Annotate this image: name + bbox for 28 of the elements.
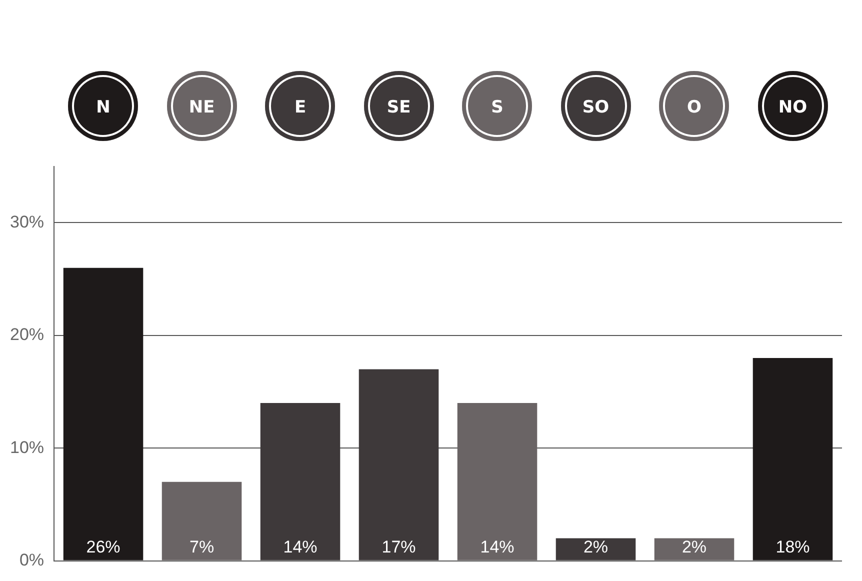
bar: [260, 403, 340, 560]
x-tick-label: S: [491, 98, 504, 118]
data-label: 2%: [583, 537, 608, 556]
data-label: 14%: [283, 537, 318, 556]
x-tick-label: O: [687, 98, 702, 118]
bar: [654, 538, 734, 560]
x-tick-label: NE: [188, 98, 215, 118]
x-tick-label: NO: [778, 98, 808, 118]
x-tick-label: SE: [386, 98, 411, 118]
bar: [63, 268, 144, 560]
bar: [358, 369, 439, 560]
data-label: 17%: [382, 537, 416, 556]
data-label: 2%: [682, 537, 707, 556]
bar: [457, 403, 538, 560]
x-tick-label: SO: [582, 98, 610, 118]
x-tick-label: E: [294, 98, 306, 118]
y-tick-label: 10%: [10, 438, 44, 457]
y-tick-label: 30%: [10, 212, 44, 232]
y-tick-label: 0%: [19, 550, 44, 570]
bar: [556, 538, 636, 560]
bar: [752, 358, 833, 560]
data-label: 26%: [86, 537, 120, 556]
data-label: 7%: [189, 537, 214, 556]
data-label: 14%: [480, 537, 514, 556]
bar: [162, 482, 242, 560]
x-tick-label: N: [96, 98, 110, 118]
data-label: 18%: [776, 537, 810, 556]
y-tick-label: 20%: [10, 325, 44, 344]
